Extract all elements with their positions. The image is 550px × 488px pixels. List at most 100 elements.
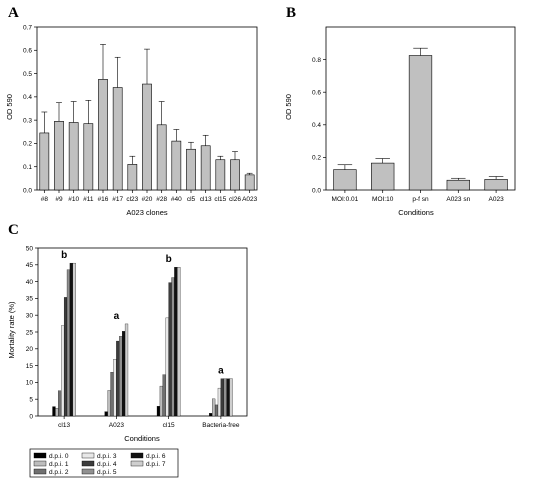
panel-c-bar — [220, 378, 224, 417]
legend-label: d.p.i. 2 — [49, 469, 69, 476]
panel-a-xtick-label: A023 — [242, 196, 258, 203]
panel-a-xtick-label: #20 — [142, 196, 153, 203]
panel-b-ytick-label: 0.8 — [312, 57, 321, 64]
panel-c-xtick-label: Bacteria-free — [202, 422, 240, 429]
panel-a-bar — [171, 140, 182, 191]
panel-c-bar — [229, 378, 233, 417]
panel-b-bar — [484, 179, 508, 191]
panel-c-xtick-label: cl13 — [58, 422, 70, 429]
panel-c-bar — [156, 406, 161, 417]
panel-c-bar — [58, 390, 62, 417]
panel-c-ytick-label: 5 — [29, 397, 33, 404]
panel-a-xtick-label: #28 — [156, 196, 167, 203]
panel-letter-b: B — [286, 5, 296, 21]
panel-a-xtick-label: #9 — [55, 196, 63, 203]
panel-c-bar — [217, 387, 222, 417]
panel-a-bar — [98, 79, 108, 191]
panel-b-xtick-label: A023 sn — [446, 196, 470, 203]
panel-letter-a: A — [8, 5, 19, 21]
panel-c-bar — [212, 398, 216, 417]
panel-a-bar — [230, 159, 240, 191]
panel-c-significance-letter: b — [61, 250, 67, 261]
panel-c-bar — [110, 372, 114, 417]
panel-b-xtick-label: p-f sn — [412, 196, 429, 203]
panel-a-ylabel: OD 590 — [5, 94, 14, 120]
panel-a-bar — [54, 121, 64, 191]
panel-c-ytick-label: 45 — [26, 262, 34, 269]
panel-c-bar — [226, 378, 230, 417]
panel-b-bar — [446, 179, 470, 191]
panel-c-bar — [177, 267, 181, 417]
panel-a-xtick-label: #40 — [171, 196, 182, 203]
legend-swatch — [81, 452, 95, 459]
panel-c-bar — [223, 378, 227, 417]
panel-c-bar — [168, 282, 172, 417]
legend-label: d.p.i. 3 — [97, 453, 117, 460]
panel-c-ytick-label: 20 — [26, 346, 34, 353]
panel-a-ytick-label: 0.7 — [23, 24, 32, 31]
legend-swatch — [81, 460, 95, 467]
panel-b-ytick-label: 0.0 — [312, 187, 321, 194]
panel-a-xlabel: A023 clones — [126, 208, 168, 217]
legend-label: d.p.i. 4 — [97, 461, 117, 468]
panel-c-bar — [209, 413, 213, 417]
legend-swatch — [33, 468, 47, 475]
legend-frame — [29, 448, 179, 478]
legend-swatch — [81, 468, 95, 475]
panel-c-ytick-label: 40 — [26, 279, 34, 286]
panel-c-xtick-label: cl15 — [163, 422, 175, 429]
panel-c-ytick-label: 10 — [26, 380, 34, 387]
panel-c-bar — [61, 325, 65, 417]
panel-a-bar — [83, 123, 94, 191]
panel-b-xtick-label: A023 — [489, 196, 505, 203]
panel-a-ytick-label: 0.2 — [23, 141, 32, 148]
panel-a-ytick-label: 0.0 — [23, 187, 32, 194]
panel-c-significance-letter: a — [218, 366, 224, 377]
panel-c-ytick-label: 25 — [26, 329, 34, 336]
panel-a-bar — [112, 87, 123, 191]
panel-a-ytick-label: 0.1 — [23, 164, 32, 171]
panel-a-xtick-label: cl23 — [126, 196, 138, 203]
panel-c-bar — [113, 359, 117, 417]
panel-a-bar — [142, 83, 152, 191]
panel-b-ylabel: OD 590 — [284, 94, 293, 120]
panel-a-xtick-label: #8 — [41, 196, 49, 203]
panel-a-xtick-label: cl13 — [200, 196, 212, 203]
panel-c-significance-letter: b — [166, 254, 172, 265]
panel-a-ytick-label: 0.3 — [23, 117, 32, 124]
panel-a-bar — [244, 174, 255, 191]
panel-a-bar — [68, 122, 79, 191]
panel-c-significance-letter: a — [114, 311, 120, 322]
panel-a-bar — [156, 124, 167, 191]
panel-c-bar — [63, 297, 68, 417]
legend-label: d.p.i. 5 — [97, 469, 117, 476]
panel-a-bar — [215, 159, 226, 191]
panel-c-bar — [55, 408, 59, 417]
panel-c-legend: d.p.i. 0d.p.i. 1d.p.i. 2 d.p.i. 3d.p.i. 4… — [29, 448, 179, 478]
panel-c-ylabel: Mortality rate (%) — [7, 301, 16, 359]
panel-c-bar — [124, 323, 129, 417]
panel-a-xtick-label: cl26 — [229, 196, 241, 203]
panel-a-xtick-label: cl5 — [187, 196, 196, 203]
panel-a-chart: 0.0 0.1 0.2 0.3 0.4 0.5 0.6 0.7 #8 #9 #10 #11 #16 #17… — [23, 24, 258, 203]
panel-b-ytick-label: 0.6 — [312, 90, 321, 97]
panel-c-bar — [171, 277, 175, 417]
panel-c-xlabel: Conditions — [124, 434, 160, 443]
legend-label: d.p.i. 1 — [49, 461, 69, 468]
panel-b-bar — [371, 162, 395, 191]
legend-label: d.p.i. 0 — [49, 453, 69, 460]
panel-c-bar — [165, 317, 169, 417]
panel-b-xtick-label: MOI:10 — [372, 196, 394, 203]
panel-c-bar — [159, 385, 163, 417]
panel-b-chart: 0.0 0.2 0.4 0.6 0.8 MOI:0.01 MOI:10 p-f sn A023 … — [312, 26, 516, 203]
panel-c-ytick-label: 35 — [26, 296, 34, 303]
panel-a-ytick-label: 0.4 — [23, 94, 32, 101]
panel-c-ytick-label: 15 — [26, 363, 34, 370]
panel-c-bar — [122, 331, 126, 417]
panel-a-xtick-label: #16 — [98, 196, 109, 203]
panel-c-bar — [119, 336, 123, 417]
panel-c-ytick-label: 30 — [26, 313, 34, 320]
panel-c-bar — [107, 390, 111, 417]
panel-c-bar — [69, 262, 73, 417]
